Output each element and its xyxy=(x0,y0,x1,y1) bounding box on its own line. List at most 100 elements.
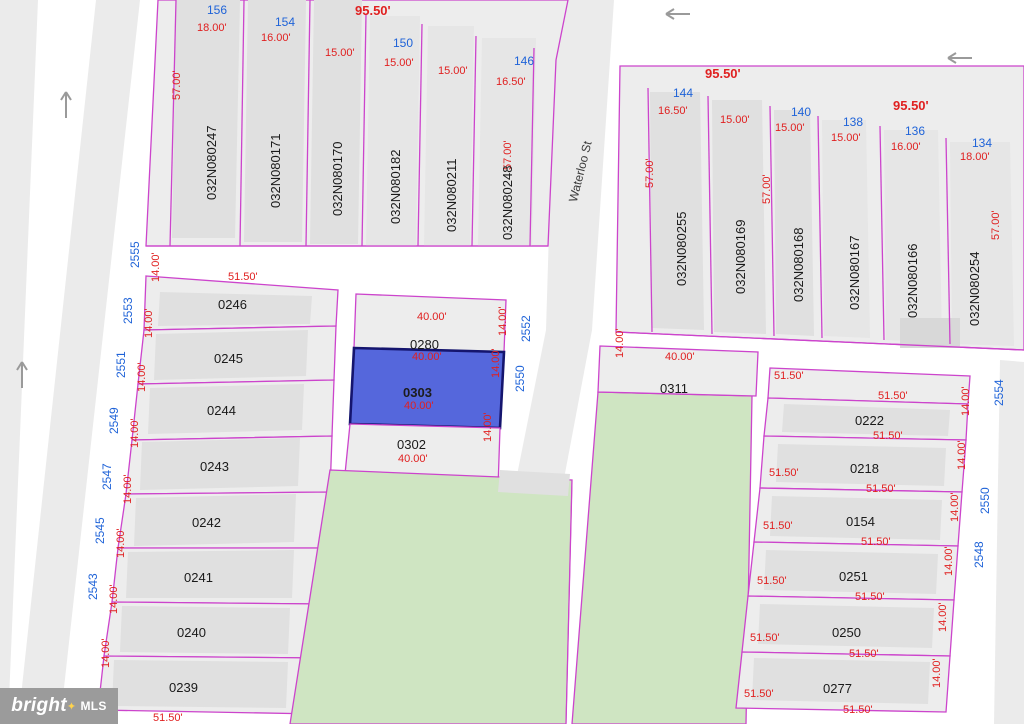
lot-width-dimension: 15.00' xyxy=(384,57,414,69)
selected-lot-dimension: 40.00' xyxy=(404,400,434,412)
address-number: 2545 xyxy=(93,517,107,544)
address-number: 150 xyxy=(393,36,414,50)
watermark-star-icon: ✦ xyxy=(66,700,77,713)
address-number: 2551 xyxy=(114,351,128,378)
parcel-id: 032N080254 xyxy=(967,251,982,326)
parcel-id: 032N080169 xyxy=(733,219,748,294)
lot-bottom-dimension: 51.50' xyxy=(849,648,879,660)
lot-depth-dimension: 57.00' xyxy=(171,70,183,100)
address-number: 134 xyxy=(972,136,993,150)
lot-width-dimension: 14.00' xyxy=(150,252,162,282)
lot-depth-dimension: 57.00' xyxy=(761,174,773,204)
frontage-dimension: 95.50' xyxy=(355,3,391,18)
lot-width-dimension: 14.00' xyxy=(129,418,141,448)
address-number: 2554 xyxy=(992,379,1006,406)
parcel-id: 032N080168 xyxy=(791,227,806,302)
lot-width-dimension: 18.00' xyxy=(960,151,990,163)
parcel-id: 032N080171 xyxy=(268,133,283,208)
lot-bottom-dimension: 51.50' xyxy=(873,430,903,442)
parcel-id: 032N080167 xyxy=(847,235,862,310)
frontage-dimension: 95.50' xyxy=(705,66,741,81)
lot-id[interactable]: 0246 xyxy=(218,297,247,312)
parcel-id: 032N080211 xyxy=(444,158,459,233)
lot-side-dimension: 14.00' xyxy=(949,492,961,522)
lot-id[interactable]: 0277 xyxy=(823,681,852,696)
address-number: 2550 xyxy=(978,487,992,514)
lot-top-dimension: 51.50' xyxy=(757,575,787,587)
lot-width-dimension: 15.00' xyxy=(831,132,861,144)
lot-id[interactable]: 0302 xyxy=(397,437,426,452)
lot-top-dimension: 51.50' xyxy=(228,271,258,283)
lot-width-dimension: 18.00' xyxy=(197,22,227,34)
lot-top-dimension: 51.50' xyxy=(750,632,780,644)
lot-bottom-dimension: 51.50' xyxy=(855,591,885,603)
arrow-glyphs xyxy=(16,8,972,388)
parcel-id: 032N080255 xyxy=(674,211,689,286)
address-number: 138 xyxy=(843,115,864,129)
lot-width-dimension: 15.00' xyxy=(438,65,468,77)
lot-side-dimension: 14.00' xyxy=(956,440,968,470)
lot-width-dimension: 14.00' xyxy=(143,308,155,338)
lot-side-dimension: 14.00' xyxy=(931,658,943,688)
selected-lot-id[interactable]: 0303 xyxy=(403,385,432,400)
lot-side-dimension: 14.00' xyxy=(614,328,626,358)
lot-id[interactable]: 0222 xyxy=(855,413,884,428)
lot-id[interactable]: 0280 xyxy=(410,337,439,352)
lot-id[interactable]: 0218 xyxy=(850,461,879,476)
address-number: 140 xyxy=(791,105,812,119)
lot-depth-dimension: 57.00' xyxy=(990,210,1002,240)
lot-id[interactable]: 0154 xyxy=(846,514,875,529)
address-number: 2550 xyxy=(513,365,527,392)
lot-top-dimension: 51.50' xyxy=(744,688,774,700)
address-number: 2547 xyxy=(100,463,114,490)
address-number: 2549 xyxy=(107,407,121,434)
lot-width-dimension: 14.00' xyxy=(115,528,127,558)
lot-id[interactable]: 0250 xyxy=(832,625,861,640)
parcel-id: 032N080170 xyxy=(330,141,345,216)
lot-id[interactable]: 0239 xyxy=(169,680,198,695)
lot-width-dimension: 15.00' xyxy=(775,122,805,134)
lot-id[interactable]: 0242 xyxy=(192,515,221,530)
parcel-id: 032N080166 xyxy=(905,243,920,318)
watermark-suffix: MLS xyxy=(80,699,107,713)
address-number: 154 xyxy=(275,15,296,29)
address-number: 2553 xyxy=(121,297,135,324)
lot-id[interactable]: 0243 xyxy=(200,459,229,474)
lot-id[interactable]: 0244 xyxy=(207,403,236,418)
lot-top-dimension: 40.00' xyxy=(417,311,447,323)
lot-side-dimension: 14.00' xyxy=(497,306,509,336)
address-number: 136 xyxy=(905,124,926,138)
lot-side-dimension: 14.00' xyxy=(482,412,494,442)
lot-id[interactable]: 0245 xyxy=(214,351,243,366)
lot-side-dimension: 14.00' xyxy=(937,602,949,632)
lot-width-dimension: 15.00' xyxy=(720,114,750,126)
lot-id[interactable]: 0240 xyxy=(177,625,206,640)
parcel-id: 032N080182 xyxy=(388,149,403,224)
lot-bottom-dimension: 40.00' xyxy=(412,351,442,363)
lot-top-dimension: 40.00' xyxy=(665,351,695,363)
lot-top-dimension: 51.50' xyxy=(878,390,908,402)
lot-id[interactable]: 0251 xyxy=(839,569,868,584)
lot-id[interactable]: 0311 xyxy=(660,381,688,396)
lot-side-dimension: 14.00' xyxy=(943,546,955,576)
lot-width-dimension: 14.00' xyxy=(122,474,134,504)
lot-top-dimension: 51.50' xyxy=(763,520,793,532)
lot-id[interactable]: 0241 xyxy=(184,570,213,585)
address-number: 2543 xyxy=(86,573,100,600)
address-number: 144 xyxy=(673,86,694,100)
address-number: 156 xyxy=(207,3,228,17)
lot-bottom-dimension: 51.50' xyxy=(866,483,896,495)
parcel-id: 032N080248 xyxy=(500,165,515,240)
lot-width-dimension: 16.50' xyxy=(496,76,526,88)
lot-side-dimension: 14.00' xyxy=(490,348,502,378)
lot-top-dimension: 51.50' xyxy=(769,467,799,479)
lot-width-dimension: 14.00' xyxy=(100,638,112,668)
address-number: 146 xyxy=(514,54,535,68)
lot-bottom-dimension: 51.50' xyxy=(843,704,873,716)
parcel-id: 032N080247 xyxy=(204,125,219,200)
address-number: 2555 xyxy=(128,241,142,268)
lot-width-dimension: 14.00' xyxy=(136,362,148,392)
lot-top-dimension: 51.50' xyxy=(774,370,804,382)
